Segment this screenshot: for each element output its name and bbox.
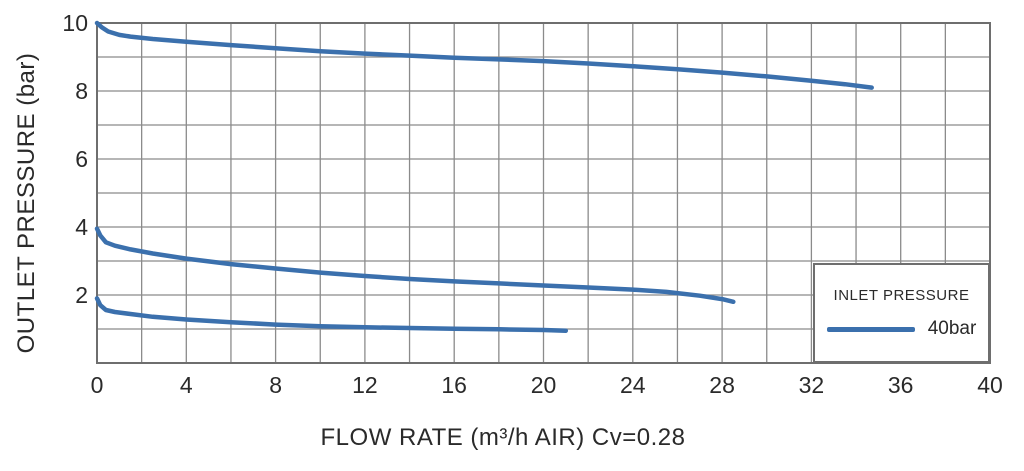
svg-text:0: 0: [91, 372, 104, 398]
svg-text:28: 28: [709, 372, 735, 398]
legend-entry-label: 40bar: [927, 318, 977, 339]
y-axis-title: OUTLET PRESSURE (bar): [13, 52, 40, 354]
legend-title: INLET PRESSURE: [833, 287, 970, 304]
x-axis-title: FLOW RATE (m³/h AIR) Cv=0.28: [320, 424, 686, 451]
legend-line-swatch: [826, 326, 915, 332]
svg-text:10: 10: [62, 10, 88, 36]
svg-text:20: 20: [531, 372, 557, 398]
svg-text:24: 24: [620, 372, 646, 398]
svg-text:4: 4: [75, 214, 88, 240]
svg-text:40: 40: [977, 372, 1003, 398]
svg-text:8: 8: [269, 372, 282, 398]
svg-text:6: 6: [75, 146, 88, 172]
svg-text:8: 8: [75, 78, 88, 104]
legend-entry: 40bar: [826, 318, 977, 340]
svg-text:12: 12: [352, 372, 378, 398]
svg-text:16: 16: [441, 372, 467, 398]
svg-text:36: 36: [888, 372, 914, 398]
svg-text:4: 4: [180, 372, 193, 398]
svg-text:2: 2: [75, 282, 88, 308]
legend: INLET PRESSURE 40bar: [813, 263, 990, 363]
svg-text:32: 32: [799, 372, 825, 398]
